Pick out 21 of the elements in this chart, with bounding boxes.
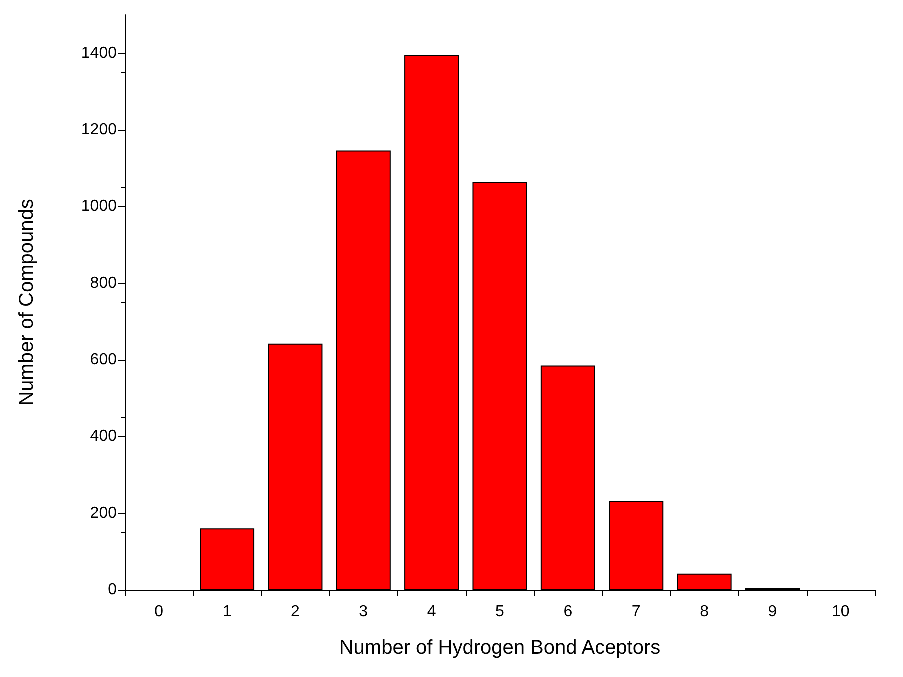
x-tick-label: 5 — [496, 604, 505, 620]
x-tick-label: 10 — [832, 604, 850, 620]
x-tick-label: 8 — [700, 604, 710, 620]
y-tick-label: 600 — [90, 352, 118, 368]
y-tick-label: 800 — [90, 274, 118, 292]
x-tick-label: 0 — [154, 604, 164, 620]
x-tick-label: 2 — [291, 604, 300, 620]
y-tick-label: 1400 — [81, 44, 118, 62]
x-tick-label: 4 — [427, 604, 436, 620]
x-tick-label: 9 — [768, 604, 778, 620]
y-tick-label: 200 — [90, 504, 118, 522]
y-tick-label: 400 — [90, 428, 118, 446]
y-tick-label: 1000 — [81, 198, 118, 216]
x-tick-label: 3 — [359, 604, 368, 620]
x-tick-label: 7 — [632, 604, 641, 620]
x-tick-label: 1 — [222, 604, 232, 620]
y-tick-label: 0 — [108, 582, 118, 598]
x-tick-label: 6 — [564, 604, 573, 620]
y-axis-title: Number of Compounds — [16, 199, 38, 406]
y-tick-label: 1200 — [81, 122, 118, 138]
x-axis-title: Number of Hydrogen Bond Aceptors — [339, 637, 661, 659]
